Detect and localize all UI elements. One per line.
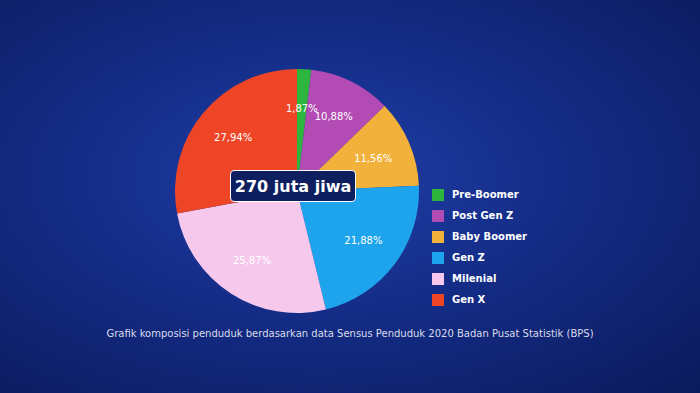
html-text:Grafik komposisi penduduk berd: Grafik komposisi penduduk berdasarkan da… xyxy=(106,328,594,339)
svg-text:25,87%: 25,87% xyxy=(233,255,271,266)
svg-text:21,88%: 21,88% xyxy=(344,235,382,246)
html-text:Post Gen Z: Post Gen Z xyxy=(452,210,514,221)
svg-text:1,87%: 1,87% xyxy=(286,103,318,114)
html-text:Milenial: Milenial xyxy=(452,273,497,284)
svg-text:11,56%: 11,56% xyxy=(354,153,392,164)
html-text:Gen X: Gen X xyxy=(452,294,486,305)
html-text:Pre-Boomer: Pre-Boomer xyxy=(452,189,519,200)
html-text:270 juta jiwa: 270 juta jiwa xyxy=(234,176,352,196)
svg-text:27,94%: 27,94% xyxy=(214,132,252,143)
html-text:Baby Boomer: Baby Boomer xyxy=(452,231,527,242)
svg-text:10,88%: 10,88% xyxy=(315,111,353,122)
html-text:Gen Z: Gen Z xyxy=(452,252,485,263)
